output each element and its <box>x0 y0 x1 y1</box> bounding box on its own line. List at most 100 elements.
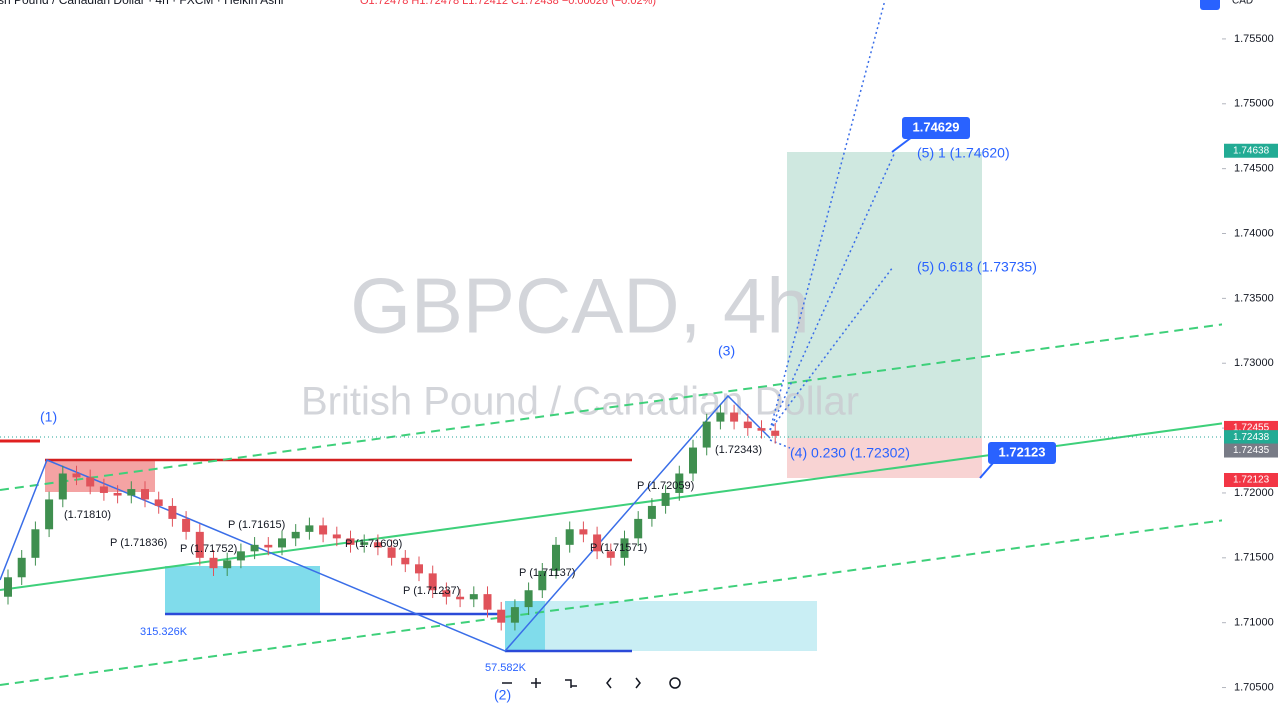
candle-body <box>675 473 684 493</box>
candle-body <box>620 538 629 558</box>
refresh[interactable] <box>669 677 681 689</box>
candle-body <box>469 594 478 600</box>
candle-body <box>634 518 643 539</box>
candle-body <box>278 538 286 548</box>
y-tick-label: 1.71000 <box>1234 617 1274 629</box>
candle-body <box>305 525 314 532</box>
price-tag-label: 1.72123 <box>1233 475 1270 486</box>
annotation: (2) <box>494 687 511 703</box>
projection <box>769 0 896 449</box>
candle-body <box>456 596 465 600</box>
candle-body <box>387 547 396 558</box>
y-tick-label: 1.72000 <box>1234 487 1274 499</box>
y-tick-label: 1.73500 <box>1234 292 1274 304</box>
profit-zone <box>787 152 982 438</box>
y-tick-label: 1.73000 <box>1234 357 1274 369</box>
pivot-label: (1.71810) <box>64 509 111 521</box>
candle-body <box>757 428 766 431</box>
y-tick-label: 1.74000 <box>1234 227 1274 239</box>
candle-body <box>510 607 519 623</box>
candle-body <box>113 492 122 496</box>
candle-body <box>647 505 656 519</box>
settings-button[interactable] <box>1200 0 1220 10</box>
candle-body <box>593 534 602 552</box>
candle-body <box>373 542 382 548</box>
candle-body <box>771 430 780 436</box>
price-axis <box>1222 0 1280 707</box>
candle-body <box>209 557 218 569</box>
candle-body <box>17 557 26 578</box>
candle-body <box>497 609 506 623</box>
candle-body <box>99 486 108 493</box>
candle-body <box>291 531 300 539</box>
candle-body <box>141 489 149 500</box>
candle-body <box>195 531 204 558</box>
demand-zone <box>165 566 320 614</box>
candle-body <box>415 564 423 574</box>
reset[interactable] <box>565 679 577 688</box>
watermark-title: GBPCAD, 4h <box>350 262 810 350</box>
candle-body <box>4 577 12 597</box>
candle-body <box>154 499 163 506</box>
loss-zone <box>787 438 982 478</box>
price-tag <box>1224 472 1278 487</box>
candle-body <box>579 529 588 535</box>
price-tag <box>1224 430 1278 445</box>
annotation: (5) 1 (1.74620) <box>917 145 1010 161</box>
price-tag-label: 1.72438 <box>1233 432 1270 443</box>
header: sh Pound / Canadian Dollar · 4h · FXCM ·… <box>0 0 283 7</box>
candle-body <box>182 518 191 532</box>
candle-body <box>606 551 615 558</box>
callout-box <box>988 442 1056 464</box>
pivot-label: P (1.72059) <box>637 480 694 492</box>
annotation: (5) 0.618 (1.73735) <box>917 259 1037 275</box>
y-tick-label: 1.75000 <box>1234 98 1274 110</box>
y-tick-label: 1.75500 <box>1234 33 1274 45</box>
candle-body <box>483 594 492 610</box>
pivot-label: 57.582K <box>485 662 527 674</box>
candle-body <box>538 570 547 591</box>
pivot-label: (1.72343) <box>715 444 762 456</box>
channel-line <box>0 519 1226 686</box>
candle-body <box>168 505 177 519</box>
price-tag <box>1224 443 1278 458</box>
candle-body <box>702 421 711 448</box>
candle-body <box>86 477 95 487</box>
pivot-label: P (1.71609) <box>345 538 402 550</box>
pivot-label: P (1.71571) <box>590 542 647 554</box>
scroll-left[interactable] <box>606 677 612 689</box>
annotation: (4) 0.230 (1.72302) <box>790 445 910 461</box>
annotation: (1) <box>40 409 57 425</box>
demand-zone <box>505 601 817 651</box>
pivot-label: P (1.71836) <box>110 537 167 549</box>
candle-body <box>442 590 451 597</box>
candle-body <box>565 529 574 545</box>
pivot-label: P (1.71615) <box>228 519 285 531</box>
candle-body <box>72 473 81 478</box>
pivot-label: 315.326K <box>140 626 188 638</box>
toolbar <box>502 677 681 689</box>
candle-body <box>264 544 273 548</box>
zoom-in[interactable] <box>531 678 541 688</box>
candle-body <box>524 590 533 608</box>
candle-body <box>428 573 437 591</box>
callout-pointer <box>891 136 913 153</box>
currency[interactable]: CAD <box>1232 0 1253 7</box>
candle-body <box>58 473 67 500</box>
callout-label: 1.72123 <box>999 444 1046 459</box>
y-tick-label: 1.70500 <box>1234 681 1274 693</box>
watermark-subtitle: British Pound / Canadian Dollar <box>301 380 859 424</box>
candle-body <box>45 499 54 530</box>
y-tick-label: 1.71500 <box>1234 552 1274 564</box>
scroll-right[interactable] <box>635 677 641 689</box>
candle-body <box>716 412 725 422</box>
candle-body <box>332 534 341 539</box>
axis: 1.75500 1.75000 1.74500 1.74000 1.73500 1.730… <box>1222 33 1278 693</box>
channel-line <box>0 323 1226 491</box>
price-tag <box>1224 143 1278 158</box>
candle-body <box>127 489 136 496</box>
candle-body <box>346 538 355 545</box>
pivot-label: P (1.71237) <box>403 585 460 597</box>
annotations: 1.74629 1.72123 (5) 1 (1.74620) (5) 0.618 (… <box>40 117 1056 703</box>
callout-label: 1.74629 <box>913 119 960 134</box>
